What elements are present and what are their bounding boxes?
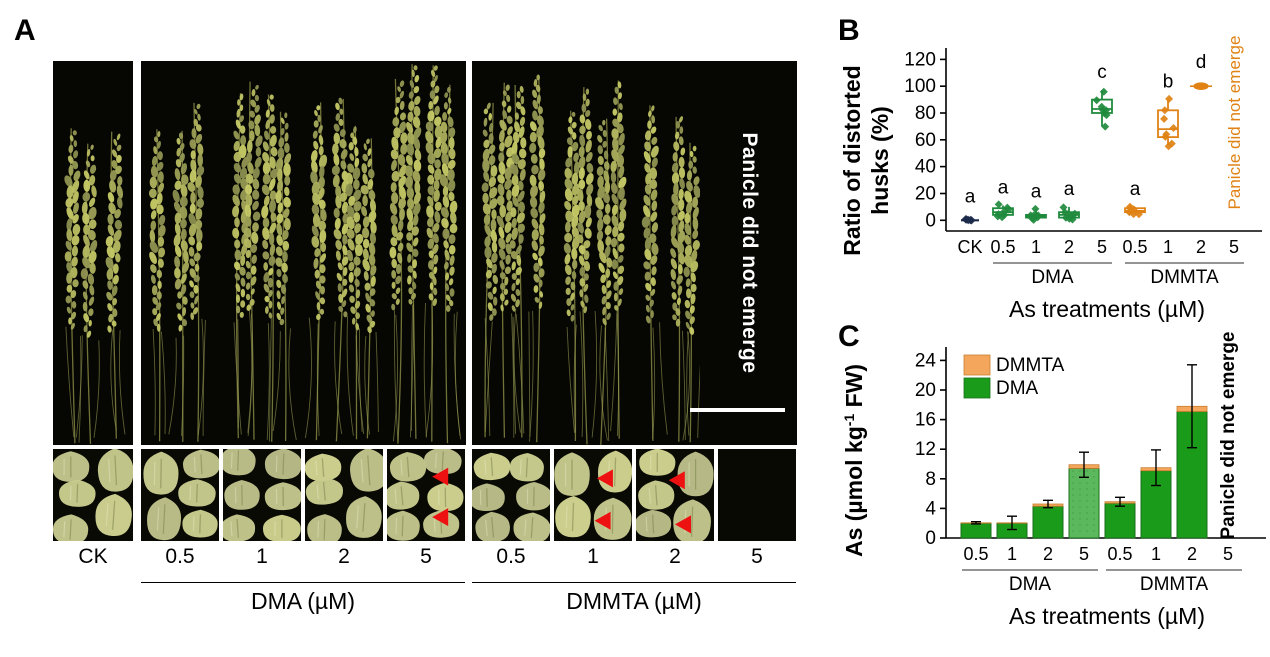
svg-text:24: 24 [915,350,937,371]
svg-text:16: 16 [915,410,936,431]
svg-text:2: 2 [1043,544,1053,564]
svg-text:5: 5 [1229,237,1239,257]
svg-text:0.5: 0.5 [990,237,1015,257]
svg-text:Ratio of distorted: Ratio of distorted [839,65,865,255]
svg-text:4: 4 [925,498,936,519]
svg-text:a: a [1031,182,1042,203]
svg-text:1: 1 [1151,544,1161,564]
svg-text:DMA: DMA [996,378,1039,399]
svg-text:a: a [998,178,1009,199]
svg-text:DMMTA: DMMTA [1140,574,1209,595]
svg-text:a: a [1064,179,1075,200]
svg-text:As (µmol kg-1 FW): As (µmol kg-1 FW) [841,364,867,557]
svg-text:Panicle did not emerge: Panicle did not emerge [1218,332,1239,540]
svg-text:60: 60 [915,130,936,151]
svg-text:8: 8 [925,469,936,490]
svg-text:1: 1 [1031,237,1041,257]
svg-text:5: 5 [1097,237,1107,257]
svg-text:0.5: 0.5 [1122,237,1147,257]
svg-text:Panicle did not emerge: Panicle did not emerge [1225,36,1244,210]
svg-text:20: 20 [915,380,936,401]
svg-text:d: d [1196,52,1207,73]
svg-text:DMMTA: DMMTA [1150,267,1219,288]
svg-text:12: 12 [915,439,936,460]
svg-text:5: 5 [1079,544,1089,564]
svg-text:DMMTA: DMMTA [996,355,1065,376]
svg-text:0.5: 0.5 [963,544,988,564]
svg-text:2: 2 [1187,544,1197,564]
svg-text:1: 1 [1007,544,1017,564]
svg-text:As treatments (µM): As treatments (µM) [1009,603,1205,629]
svg-text:40: 40 [915,157,936,178]
svg-text:0: 0 [925,210,936,231]
svg-text:As treatments (µM): As treatments (µM) [1009,296,1205,322]
svg-text:0.5: 0.5 [1107,544,1132,564]
svg-text:1: 1 [1163,237,1173,257]
svg-text:2: 2 [1196,237,1206,257]
svg-text:5: 5 [1223,544,1233,564]
svg-text:a: a [1130,179,1141,200]
svg-text:120: 120 [904,49,936,70]
svg-text:DMA: DMA [1031,267,1074,288]
svg-text:0: 0 [925,528,936,549]
svg-text:80: 80 [915,103,936,124]
svg-text:20: 20 [915,184,936,205]
svg-text:CK: CK [957,237,982,257]
svg-text:b: b [1163,72,1174,93]
svg-text:2: 2 [1064,237,1074,257]
svg-text:100: 100 [904,76,936,97]
svg-text:DMA: DMA [1009,574,1052,595]
svg-text:c: c [1097,62,1107,83]
svg-text:husks (%): husks (%) [867,106,893,215]
svg-text:a: a [965,186,976,207]
